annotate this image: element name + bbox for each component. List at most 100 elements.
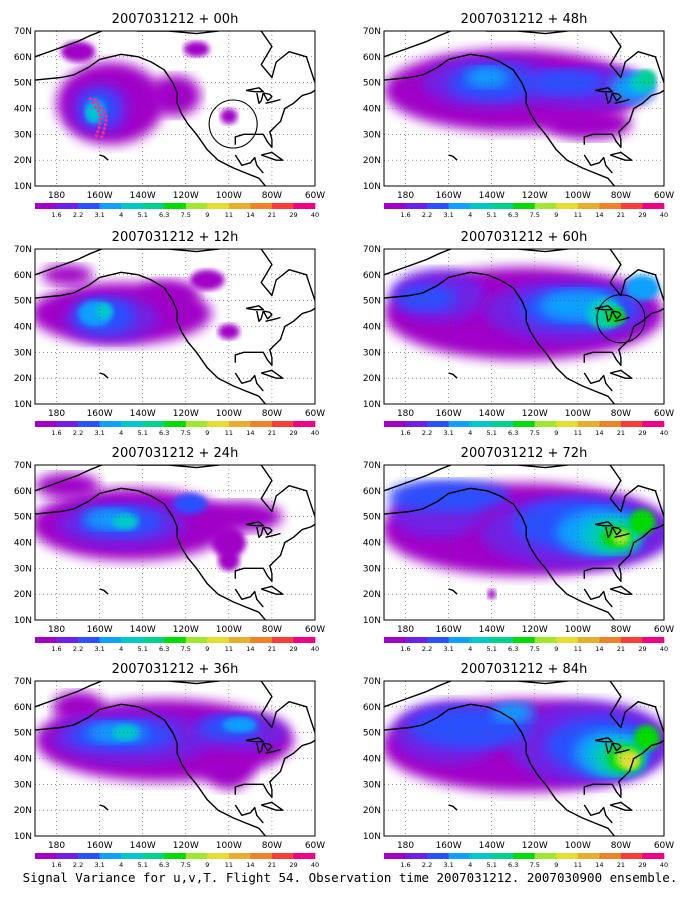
colorbar-label: 3.1 [94, 861, 104, 869]
lon-tick-label: 80W [262, 409, 282, 419]
colorbar-label: 9 [205, 429, 209, 437]
lat-tick-label: 40N [14, 105, 32, 115]
map-panel: 2007031212 + 12h 10N 20N 30N 40N 50N 60N 70N 180… [14, 230, 325, 437]
colorbar-label: 4 [119, 211, 123, 219]
lat-tick-label: 50N [14, 513, 32, 523]
lat-tick-label: 20N [14, 156, 32, 166]
variance-contour [86, 105, 100, 122]
colorbar-label: 9 [554, 429, 558, 437]
variance-field [35, 249, 315, 404]
colorbar-swatch [121, 421, 143, 427]
colorbar: 1.6 2.2 3.1 4 5.1 6.3 7.5 9 11 14 21 29 40 [35, 203, 319, 219]
flight-track [88, 97, 108, 139]
lat-tick-label: 50N [14, 297, 32, 307]
colorbar-label: 14 [595, 645, 603, 653]
map-panel: 2007031212 + 72h 10N 20N 30N 40N 50N 60N 70N 180… [363, 446, 674, 653]
colorbar-swatch [577, 637, 600, 643]
colorbar-label: 6.3 [159, 645, 169, 653]
colorbar-label: 1.6 [400, 211, 410, 219]
colorbar-swatch [556, 203, 579, 209]
lon-tick-label: 120W [173, 625, 199, 635]
lat-tick-label: 20N [14, 374, 32, 384]
colorbar-label: 3.1 [443, 211, 453, 219]
figure-caption: Signal Variance for u,v,T. Flight 54. Ob… [22, 870, 678, 885]
colorbar-label: 9 [554, 211, 558, 219]
colorbar-label: 40 [660, 645, 668, 653]
colorbar-label: 7.5 [530, 429, 540, 437]
lat-tick-label: 50N [14, 79, 32, 89]
variance-contour [629, 508, 656, 535]
colorbar-swatch [427, 421, 449, 427]
colorbar-label: 1.6 [400, 645, 410, 653]
colorbar-label: 14 [246, 211, 254, 219]
colorbar-swatch [427, 853, 449, 859]
colorbar-swatch [427, 203, 449, 209]
map-panels: 2007031212 + 00h 10N 20N 30N 40N 50N 60N 70N 180… [14, 12, 674, 869]
lon-tick-label: 120W [522, 191, 548, 201]
lat-tick-label: 10N [14, 182, 32, 192]
panel-frame [383, 464, 665, 621]
lon-tick-label: 80W [262, 625, 282, 635]
colorbar-label: 21 [268, 429, 276, 437]
colorbar-label: 9 [554, 645, 558, 653]
coastline [384, 681, 664, 836]
colorbar-swatch [142, 421, 165, 427]
colorbar-swatch [56, 853, 79, 859]
lat-tick-label: 20N [363, 806, 381, 816]
colorbar-label: 3.1 [94, 211, 104, 219]
colorbar-label: 14 [595, 429, 603, 437]
colorbar-swatch [491, 203, 514, 209]
colorbar-label: 4 [119, 429, 123, 437]
lat-tick-label: 60N [363, 703, 381, 713]
lat-tick-label: 60N [14, 703, 32, 713]
lon-tick-label: 80W [262, 191, 282, 201]
colorbar-swatch [293, 637, 316, 643]
variance-contour [620, 753, 639, 769]
lon-tick-label: 60W [305, 409, 325, 419]
lat-tick-label: 30N [363, 130, 381, 140]
lon-tick-label: 140W [130, 841, 156, 851]
colorbar-swatch [99, 637, 122, 643]
variance-contour [95, 303, 113, 319]
colorbar-swatch [271, 203, 294, 209]
colorbar-swatch [620, 637, 643, 643]
lon-tick-label: 120W [522, 841, 548, 851]
colorbar-label: 3.1 [443, 645, 453, 653]
colorbar-swatch [448, 637, 471, 643]
variance-contour [190, 269, 225, 291]
lat-tick-label: 30N [14, 130, 32, 140]
lon-tick-label: 120W [522, 409, 548, 419]
colorbar-swatch [513, 637, 536, 643]
colorbar-label: 4 [468, 211, 472, 219]
target-circle [596, 294, 646, 344]
lon-tick-label: 100W [565, 625, 591, 635]
lat-tick-label: 30N [14, 564, 32, 574]
colorbar-label: 14 [246, 429, 254, 437]
colorbar-label: 4 [119, 645, 123, 653]
lat-tick-label: 10N [363, 182, 381, 192]
colorbar-label: 40 [660, 861, 668, 869]
lat-tick-label: 10N [14, 832, 32, 842]
colorbar-swatch [513, 421, 536, 427]
colorbar-swatch [35, 637, 57, 643]
grid-lines [35, 249, 315, 404]
variance-contour [172, 493, 208, 515]
colorbar-swatch [164, 421, 187, 427]
variance-contour [52, 691, 104, 723]
colorbar-swatch [405, 203, 428, 209]
lon-tick-label: 160W [87, 625, 113, 635]
variance-contour [218, 550, 240, 571]
colorbar-label: 6.3 [159, 429, 169, 437]
colorbar-swatch [470, 421, 492, 427]
colorbar-label: 6.3 [508, 429, 518, 437]
lat-tick-label: 40N [363, 539, 381, 549]
lon-tick-label: 180 [397, 841, 414, 851]
colorbar-swatch [491, 637, 514, 643]
variance-contour [218, 323, 240, 340]
lat-tick-label: 20N [363, 590, 381, 600]
colorbar-swatch [384, 853, 406, 859]
lat-tick-label: 70N [14, 245, 32, 255]
colorbar-label: 5.1 [487, 861, 497, 869]
colorbar-swatch [599, 637, 622, 643]
colorbar-swatch [121, 637, 143, 643]
